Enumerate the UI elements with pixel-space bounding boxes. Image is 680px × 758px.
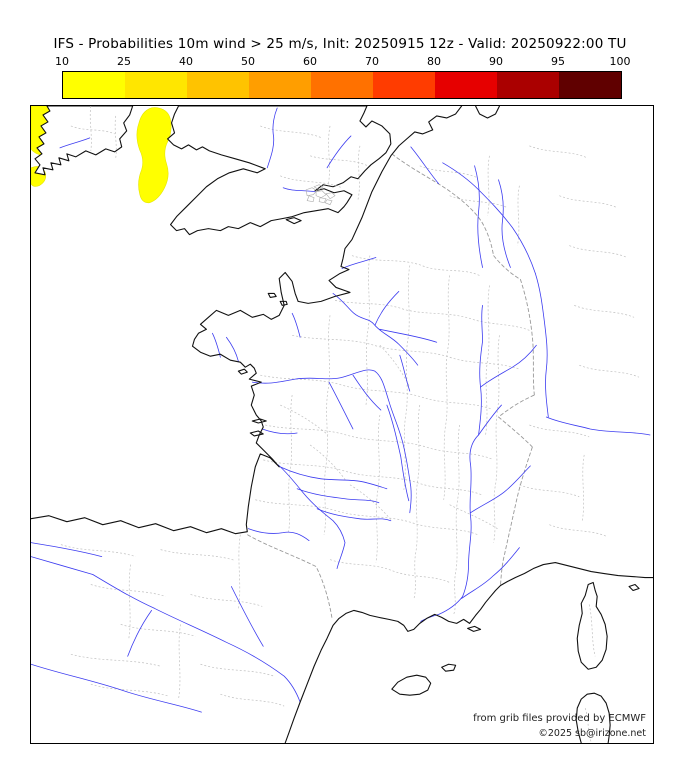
- river-orne: [291, 312, 301, 338]
- border-germany-rhine: [493, 255, 535, 396]
- menorca-coastline: [441, 663, 457, 672]
- sardinia-coastline: [575, 692, 611, 743]
- river-rhone: [420, 404, 502, 622]
- river-marne: [379, 328, 438, 343]
- river-yonne: [399, 354, 411, 392]
- river-isere: [470, 465, 531, 514]
- river-garonne: [277, 464, 346, 569]
- mediterranean-coastline: [284, 562, 653, 743]
- legend-tick-label: 25: [117, 55, 131, 68]
- legend-segment: [125, 72, 187, 98]
- legend-tick-label: 10: [55, 55, 69, 68]
- river-rhine: [534, 273, 549, 418]
- legend-tick-label: 80: [427, 55, 441, 68]
- river-vienne: [328, 381, 354, 430]
- river-dordogne: [279, 466, 388, 490]
- legend-segment: [63, 72, 125, 98]
- legend-tick-label: 90: [489, 55, 503, 68]
- river-ebro-upper: [31, 556, 94, 575]
- river-somme: [341, 257, 377, 269]
- river-ebro: [92, 574, 301, 703]
- oleron-coastline: [249, 430, 264, 437]
- river-shannon: [59, 137, 91, 149]
- river-severn: [266, 107, 278, 169]
- legend-tick-label: 50: [241, 55, 255, 68]
- hyeres-islands-coastline: [467, 625, 482, 632]
- river-lot: [296, 488, 380, 504]
- map-canvas: [31, 106, 653, 743]
- river-moselle: [498, 179, 511, 268]
- legend-segment: [497, 72, 559, 98]
- isle-of-wight-coastline: [285, 217, 302, 225]
- river-adour: [247, 528, 310, 542]
- coastline-layer: [31, 106, 653, 743]
- legend-segment: [311, 72, 373, 98]
- legend-segment: [249, 72, 311, 98]
- channel-islands-coastline: [267, 292, 288, 306]
- river-segre: [230, 586, 264, 647]
- legend-segment: [435, 72, 497, 98]
- river-durance: [461, 547, 520, 599]
- border-spain-pyrenees: [247, 534, 333, 619]
- legend-tick-labels: 10 25 40 50 60 70 80 90 95 100: [55, 55, 631, 69]
- legend-tick-label: 60: [303, 55, 317, 68]
- dutch-bay-coastline: [475, 106, 501, 119]
- legend-segment: [187, 72, 249, 98]
- border-belgium: [391, 153, 494, 256]
- river-jucar: [31, 663, 202, 713]
- river-brittany-2: [212, 332, 221, 358]
- river-loire: [251, 369, 412, 514]
- map-frame: from grib files provided by ECMWF ©2025 …: [30, 105, 654, 744]
- river-thames: [282, 187, 316, 193]
- river-douro: [31, 542, 103, 557]
- legend-segment: [559, 72, 621, 98]
- river-allier: [386, 404, 410, 502]
- river-doubs: [480, 344, 537, 388]
- river-jalon: [127, 610, 153, 657]
- mallorca-coastline: [391, 674, 432, 696]
- corsica-coastline: [576, 581, 608, 670]
- legend-color-bar: [62, 71, 622, 99]
- legend-tick-label: 40: [179, 55, 193, 68]
- ile-de-re-coastline: [251, 418, 267, 424]
- landmass-layer: [34, 106, 392, 236]
- legend-segment: [373, 72, 435, 98]
- river-scheldt: [410, 146, 440, 185]
- britain-coastline: [167, 106, 392, 236]
- belle-ile-coastline: [237, 368, 248, 375]
- river-brittany-1: [225, 336, 239, 362]
- river-rhine-lower: [442, 162, 536, 274]
- river-po: [545, 416, 651, 436]
- river-oise: [374, 291, 400, 326]
- river-cher: [352, 374, 382, 411]
- river-tarn: [316, 508, 392, 522]
- elba-coastline: [628, 583, 640, 592]
- border-switzerland: [497, 394, 535, 448]
- river-meuse: [474, 165, 483, 268]
- page-title: IFS - Probabilities 10m wind > 25 m/s, I…: [53, 36, 627, 52]
- legend-tick-label: 95: [551, 55, 565, 68]
- country-borders-layer: [247, 153, 535, 619]
- probability-patch: [136, 107, 172, 204]
- river-trent: [326, 135, 352, 169]
- river-charente: [261, 428, 298, 435]
- london-admin-cluster: [305, 184, 336, 206]
- attribution-copyright: ©2025 sb@irizone.net: [538, 728, 646, 739]
- legend-tick-label: 100: [609, 55, 631, 68]
- attribution-ecmwf: from grib files provided by ECMWF: [473, 713, 646, 724]
- admin-boundaries-layer: [60, 106, 640, 743]
- rivers-layer: [31, 107, 651, 713]
- continental-atlantic-coastline: [31, 106, 463, 535]
- river-saone: [478, 304, 483, 436]
- legend-tick-label: 70: [365, 55, 379, 68]
